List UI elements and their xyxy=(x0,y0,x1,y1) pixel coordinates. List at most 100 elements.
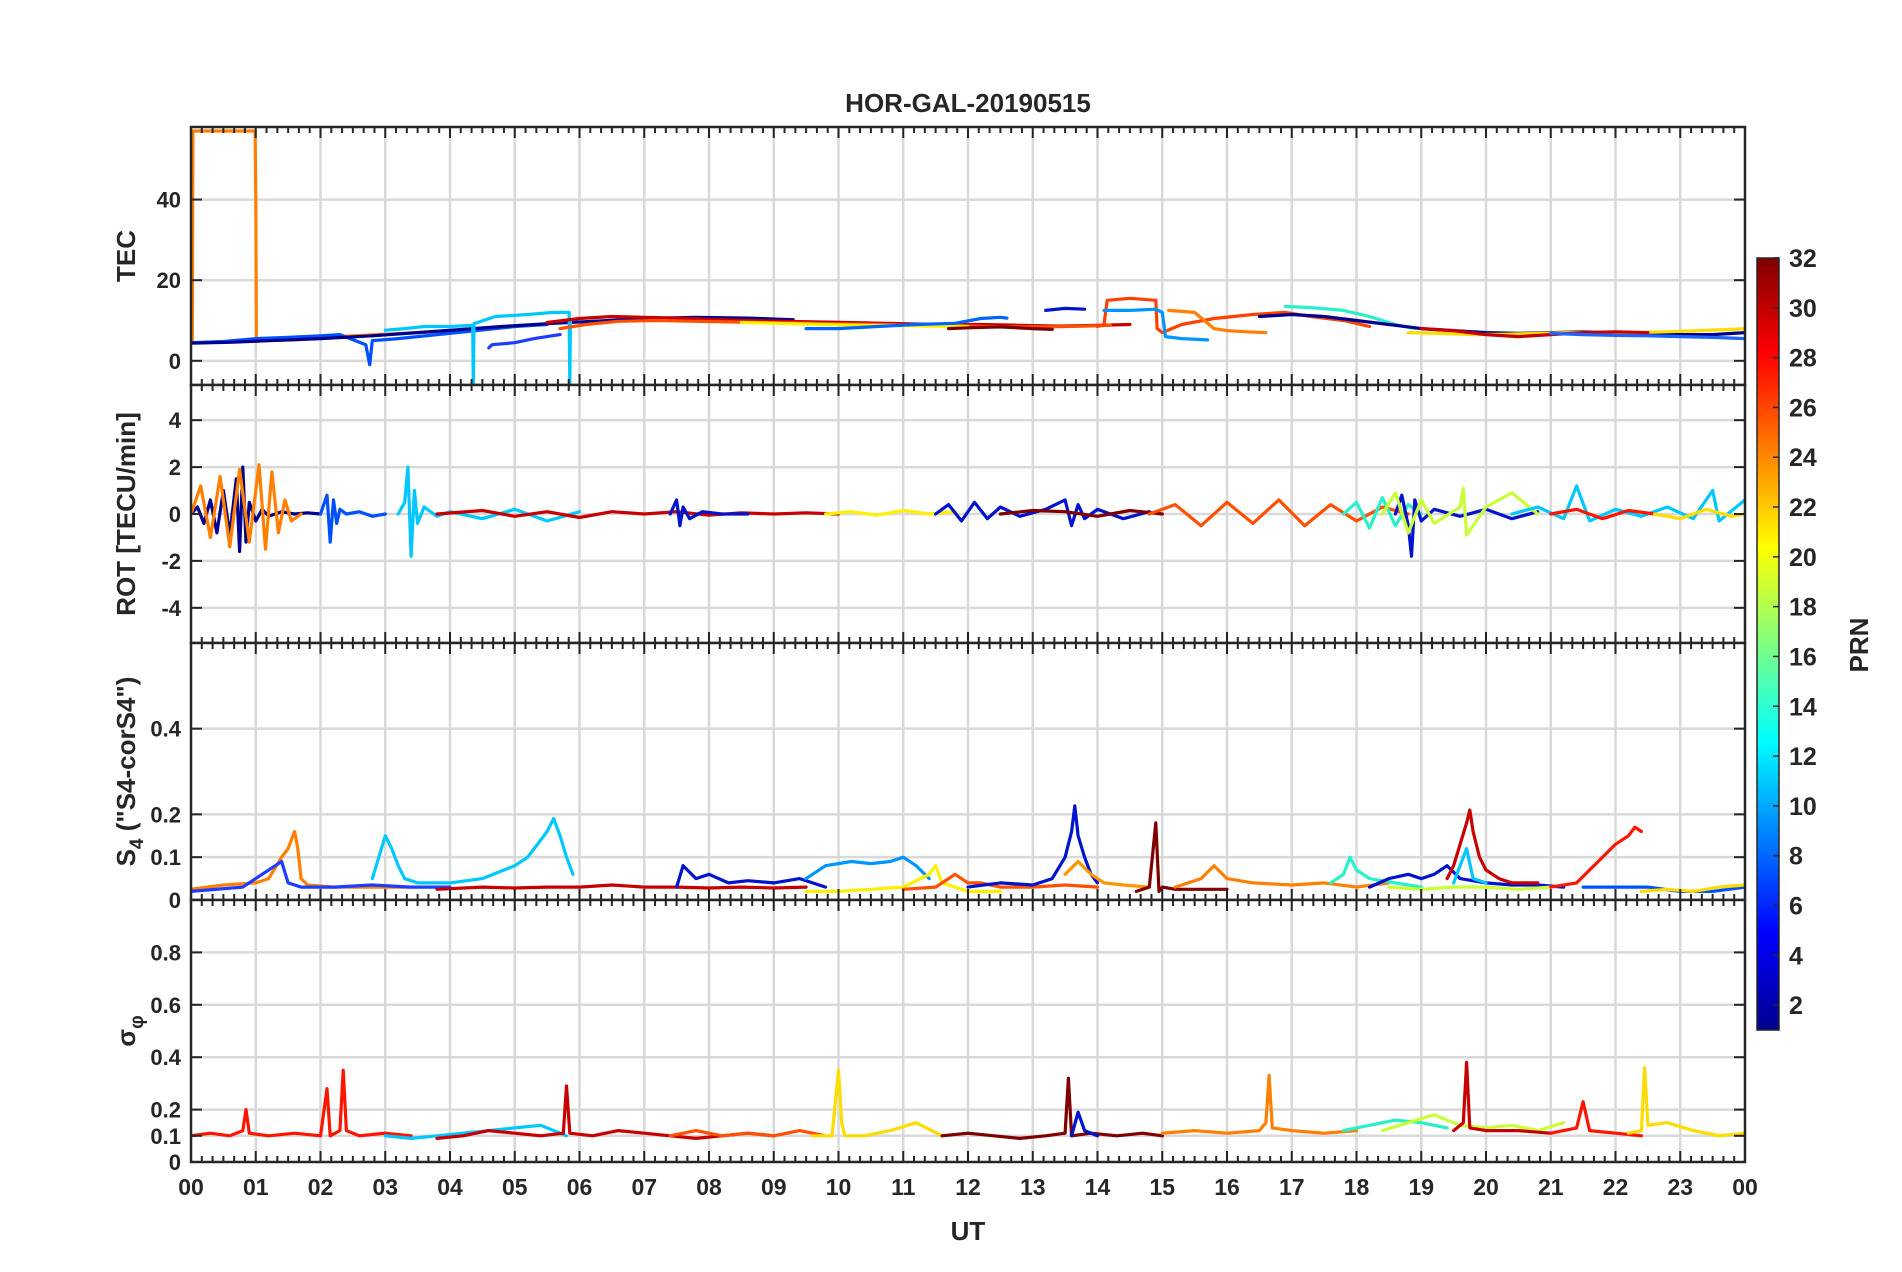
colorbar-tick-label: 32 xyxy=(1789,245,1817,273)
series-line-s4-14 xyxy=(1445,808,1540,885)
y-tick-label: 0.4 xyxy=(150,1045,181,1070)
x-tick-label: 07 xyxy=(631,1174,657,1200)
x-tick-label: 20 xyxy=(1473,1174,1499,1200)
x-tick-label: 10 xyxy=(826,1174,852,1200)
x-tick-label: 11 xyxy=(891,1174,916,1200)
series-line-s4-13 xyxy=(1367,864,1566,889)
y-tick-label: 0.6 xyxy=(150,993,181,1018)
x-tick-label: 14 xyxy=(1085,1174,1111,1200)
series-line-sigma-12 xyxy=(1626,1066,1745,1138)
series-line-tec-9 xyxy=(946,325,1054,331)
y-tick-label: 0.2 xyxy=(150,802,181,827)
y-tick-label: 0.4 xyxy=(150,717,181,742)
colorbar-tick-label: 12 xyxy=(1789,743,1817,771)
series-line-rot-1 xyxy=(191,463,303,551)
series-line-s4-9 xyxy=(1063,859,1151,889)
series-line-sigma-7 xyxy=(1160,1073,1359,1135)
series-line-sigma-4 xyxy=(810,1068,944,1138)
series-line-s4-16 xyxy=(1387,885,1553,891)
x-tick-label: 13 xyxy=(1020,1174,1046,1200)
figure-title: HOR-GAL-20190515 xyxy=(845,88,1091,118)
panel-s4: 00.10.20.4S4 ("S4-corS4") xyxy=(111,641,1747,913)
x-tick-label: 09 xyxy=(761,1174,787,1200)
colorbar-tick-label: 22 xyxy=(1789,494,1817,522)
series-line-tec-10 xyxy=(1044,306,1087,312)
y-tick-label: 0.1 xyxy=(150,845,181,870)
x-tick-label: 18 xyxy=(1344,1174,1370,1200)
y-axis-label-sigma: σφ xyxy=(111,1015,148,1046)
series-line-rot-12 xyxy=(1380,486,1540,537)
x-tick-label: 19 xyxy=(1408,1174,1434,1200)
series-line-s4-4 xyxy=(674,864,828,889)
y-tick-label: 2 xyxy=(169,455,181,480)
series-group-tec xyxy=(191,129,1745,385)
y-axis-label-sub: φ xyxy=(127,1015,148,1029)
series-line-s4-10 xyxy=(1134,821,1229,894)
x-tick-label: 16 xyxy=(1214,1174,1240,1200)
colorbar-tick-label: 30 xyxy=(1789,295,1817,323)
series-line-sigma-6 xyxy=(1069,1110,1100,1138)
colorbar-tick-label: 24 xyxy=(1789,444,1817,472)
series-line-s4-19 xyxy=(1639,883,1745,894)
x-tick-label: 01 xyxy=(243,1174,269,1200)
series-line-tec-17 xyxy=(1419,327,1650,339)
x-tick-label: 23 xyxy=(1667,1174,1693,1200)
series-line-tec-7 xyxy=(739,320,970,329)
series-line-tec-12 xyxy=(1102,307,1210,342)
series-line-s4-15 xyxy=(1451,846,1488,885)
y-axis-label-rot: ROT [TECU/min] xyxy=(111,412,141,616)
series-line-tec-3 xyxy=(383,310,573,385)
panel-tec: 0 20 40 TEC xyxy=(111,125,1747,387)
y-tick-label: 40 xyxy=(157,188,181,213)
series-line-rot-14 xyxy=(1549,507,1657,521)
series-line-s4-3 xyxy=(435,883,808,891)
y-axis-label-main: σ xyxy=(111,1029,141,1047)
colorbar-tick-label: 16 xyxy=(1789,643,1817,671)
series-line-rot-15 xyxy=(1652,507,1745,521)
y-tick-label: 4 xyxy=(169,408,182,433)
y-tick-label: -2 xyxy=(161,549,181,574)
colorbar-gradient xyxy=(1756,257,1780,1031)
colorbar-tick-label: 20 xyxy=(1789,544,1817,572)
series-line-s4-6 xyxy=(804,864,1003,894)
x-tick-label: 06 xyxy=(567,1174,593,1200)
y-tick-label: 0 xyxy=(169,1150,181,1175)
series-line-rot-6 xyxy=(823,508,957,517)
series-line-rot-3 xyxy=(396,465,582,558)
series-line-tec-13 xyxy=(1167,308,1268,335)
series-line-s4-7 xyxy=(901,872,1100,891)
series-group-s4 xyxy=(191,804,1745,894)
series-line-sigma-2 xyxy=(435,1084,776,1141)
series-line-sigma-8 xyxy=(1341,1118,1449,1133)
y-tick-label: -4 xyxy=(161,596,181,621)
x-tick-label: 21 xyxy=(1538,1174,1564,1200)
series-line-rot-7 xyxy=(933,498,1151,528)
series-line-tec-4 xyxy=(487,333,562,350)
x-tick-label: 22 xyxy=(1603,1174,1629,1200)
y-tick-label: 0.1 xyxy=(150,1124,181,1149)
series-line-sigma-11 xyxy=(1549,1100,1644,1138)
series-line-sigma-9 xyxy=(1380,1113,1566,1133)
series-line-sigma-3 xyxy=(668,1128,828,1138)
colorbar-tick-label: 2 xyxy=(1789,992,1803,1020)
y-axis-label-main: S xyxy=(111,849,141,866)
series-group-sigma xyxy=(191,1060,1745,1141)
series-line-s4-17 xyxy=(1549,825,1644,889)
x-tick-label: 17 xyxy=(1279,1174,1305,1200)
series-line-s4-2 xyxy=(370,816,575,885)
colorbar-tick-label: 28 xyxy=(1789,345,1817,373)
panel-rot: -4 -2 0 2 4 ROT [TECU/min] xyxy=(111,383,1747,645)
x-tick-label: 00 xyxy=(178,1174,204,1200)
series-line-rot-8 xyxy=(998,508,1164,518)
y-tick-label: 0 xyxy=(169,888,181,913)
colorbar-label: PRN xyxy=(1844,618,1874,673)
colorbar-tick-label: 8 xyxy=(1789,843,1803,871)
colorbar-tick-label: 4 xyxy=(1789,942,1803,970)
x-tick-label: 00 xyxy=(1732,1174,1758,1200)
colorbar-tick-label: 10 xyxy=(1789,793,1817,821)
x-tick-label: 02 xyxy=(308,1174,334,1200)
colorbar-tick-label: 6 xyxy=(1789,892,1803,920)
